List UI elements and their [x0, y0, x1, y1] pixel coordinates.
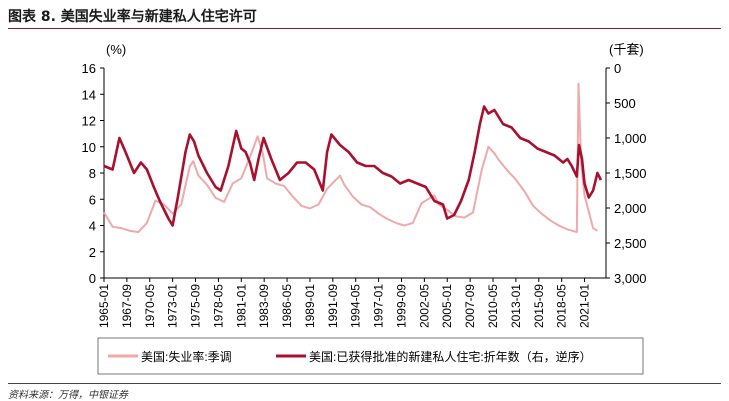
x-tick-label: 1965-01	[97, 284, 111, 328]
legend-box	[97, 337, 644, 375]
right-tick-label: 2,000	[614, 201, 647, 216]
source-note: 资料来源：万得，中银证券	[8, 390, 128, 401]
legend-label-unemployment: 美国:失业率:季调	[141, 349, 232, 364]
x-tick-label: 2018-05	[555, 284, 569, 328]
left-tick-label: 16	[82, 61, 96, 76]
right-tick-label: 1,000	[614, 131, 647, 146]
x-tick-label: 1991-09	[326, 284, 340, 328]
x-tick-label: 2005-01	[440, 284, 454, 328]
source-divider	[8, 383, 721, 384]
left-tick-label: 4	[89, 219, 96, 234]
x-tick-label: 1973-01	[166, 284, 180, 328]
x-tick-label: 1999-09	[394, 284, 408, 328]
title-divider	[8, 28, 721, 29]
x-tick-label: 1983-09	[257, 284, 271, 328]
left-tick-label: 12	[82, 114, 96, 129]
right-tick-label: 500	[614, 96, 636, 111]
left-tick-label: 0	[89, 271, 96, 286]
right-axis-unit: (千套)	[609, 42, 644, 57]
right-tick-label: 3,000	[614, 271, 647, 286]
series-line-unemployment	[103, 82, 598, 234]
x-tick-label: 2010-05	[486, 284, 500, 328]
left-tick-label: 8	[89, 166, 96, 181]
x-tick-label: 2015-09	[532, 284, 546, 328]
x-tick-label: 2002-05	[417, 284, 431, 328]
right-tick-label: 2,500	[614, 236, 647, 251]
x-tick-label: 1986-05	[280, 284, 294, 328]
figure-title: 图表 8. 美国失业率与新建私人住宅许可	[8, 9, 257, 25]
right-tick-label: 0	[614, 61, 621, 76]
x-tick-label: 1967-09	[120, 284, 134, 328]
x-tick-label: 2021-01	[578, 284, 592, 328]
left-tick-label: 2	[89, 245, 96, 260]
x-tick-label: 1997-01	[372, 284, 386, 328]
x-tick-label: 1994-05	[349, 284, 363, 328]
x-tick-label: 2013-01	[509, 284, 523, 328]
series-line-permits	[103, 105, 603, 227]
left-tick-label: 10	[82, 140, 96, 155]
x-tick-label: 1981-01	[234, 284, 248, 328]
x-tick-label: 1978-05	[211, 284, 225, 328]
legend-label-permits: 美国:已获得批准的新建私人住宅:折年数（右，逆序）	[309, 349, 592, 364]
left-axis-unit: (%)	[106, 42, 126, 57]
x-tick-label: 2007-09	[463, 284, 477, 328]
x-tick-label: 1989-01	[303, 284, 317, 328]
right-tick-label: 1,500	[614, 166, 647, 181]
left-tick-label: 6	[89, 192, 96, 207]
x-tick-label: 1970-05	[143, 284, 157, 328]
x-tick-label: 1975-09	[189, 284, 203, 328]
left-tick-label: 14	[82, 87, 96, 102]
